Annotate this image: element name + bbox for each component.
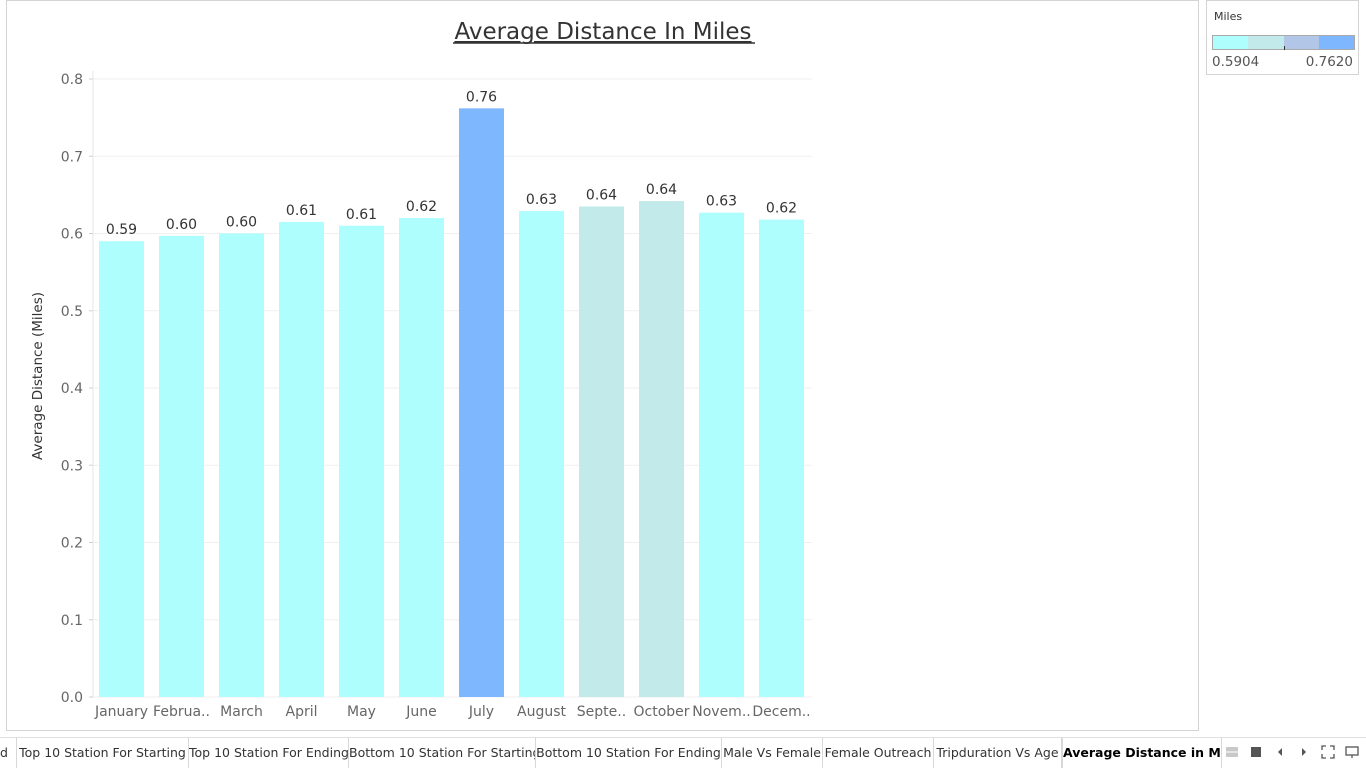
tab-dashboard[interactable]: d	[0, 738, 17, 768]
bar-chart: 0.59 0.60 0.60 0.61 0.61 0.62 0.76 0.63 0.64 0.64…	[30, 19, 812, 720]
y-tick-label: 0.2	[61, 536, 83, 552]
filmstrip-icon[interactable]	[1248, 744, 1264, 760]
y-tick-label: 0.6	[61, 227, 83, 243]
data-label: 0.59	[106, 222, 137, 238]
x-category-label: July	[468, 704, 494, 720]
data-label: 0.63	[526, 192, 557, 208]
data-label: 0.61	[346, 207, 377, 223]
prev-tab-icon[interactable]	[1272, 744, 1288, 760]
x-axis: January Februa.. March April May June July Augu…	[94, 704, 811, 720]
sheet-sorter-icon[interactable]	[1224, 744, 1240, 760]
tab-bottom10-starting[interactable]: Bottom 10 Station For Starting	[349, 738, 536, 768]
y-tick-label: 0.1	[61, 613, 83, 629]
y-tick-label: 0.0	[61, 690, 83, 706]
legend-max-label: 0.7620	[1305, 54, 1353, 70]
legend-title: Miles	[1214, 10, 1243, 23]
data-label: 0.60	[166, 217, 197, 233]
sheet-tab-bar: d Top 10 Station For Starting Top 10 Sta…	[0, 737, 1366, 768]
next-tab-icon[interactable]	[1296, 744, 1312, 760]
x-category-label: Septe..	[577, 704, 626, 720]
bar-may[interactable]	[339, 225, 384, 697]
x-category-label: January	[94, 704, 148, 720]
x-category-label: June	[405, 704, 437, 720]
bar-decem[interactable]	[759, 219, 804, 697]
chart-title: Average Distance In Miles	[454, 19, 751, 45]
x-category-label: August	[517, 704, 567, 720]
data-label: 0.62	[406, 199, 437, 215]
x-category-label: Novem..	[692, 704, 750, 720]
y-tick-label: 0.4	[61, 381, 83, 397]
bar-july[interactable]	[459, 108, 504, 698]
x-category-label: May	[347, 704, 376, 720]
data-label: 0.61	[286, 203, 317, 219]
tab-controls	[1224, 737, 1360, 767]
legend-ramp-step	[1248, 36, 1284, 49]
data-label: 0.60	[226, 215, 257, 231]
x-category-label: Decem..	[752, 704, 810, 720]
y-axis: 0.0 0.1 0.2 0.3 0.4 0.5 0.6 0.7 0.8	[61, 71, 94, 706]
bar-august[interactable]	[519, 211, 564, 697]
bar-septe[interactable]	[579, 206, 624, 697]
bar-march[interactable]	[219, 233, 264, 698]
legend-ramp-step	[1213, 36, 1249, 49]
bar-october[interactable]	[639, 201, 684, 697]
x-category-label: March	[220, 704, 263, 720]
y-tick-label: 0.7	[61, 149, 83, 165]
legend-ramp-step	[1318, 36, 1354, 49]
data-label: 0.63	[706, 194, 737, 210]
bar-februa[interactable]	[159, 235, 204, 697]
bar-june[interactable]	[399, 218, 444, 698]
bars	[99, 108, 804, 698]
bar-january[interactable]	[99, 241, 144, 697]
legend-min-label: 0.5904	[1212, 54, 1260, 70]
bar-april[interactable]	[279, 221, 324, 697]
y-tick-label: 0.5	[61, 304, 83, 320]
x-category-label: April	[286, 704, 318, 720]
gridlines	[93, 78, 812, 698]
data-label: 0.62	[766, 201, 797, 217]
bar-novem[interactable]	[699, 212, 744, 697]
legend-ramp-step	[1283, 36, 1319, 49]
data-label: 0.64	[646, 182, 677, 198]
tab-male-vs-female[interactable]: Male Vs Female	[722, 738, 823, 768]
viz-frame: 0.59 0.60 0.60 0.61 0.61 0.62 0.76 0.63 0.64 0.64…	[6, 0, 1199, 731]
data-label: 0.76	[466, 89, 497, 105]
x-category-label: Februa..	[153, 704, 210, 720]
tab-top10-ending[interactable]: Top 10 Station For Ending	[189, 738, 349, 768]
legend-color-ramp	[1212, 35, 1355, 50]
y-tick-label: 0.8	[61, 72, 83, 88]
data-labels: 0.59 0.60 0.60 0.61 0.61 0.62 0.76 0.63 0.64 0.64…	[106, 89, 797, 238]
tab-average-distance[interactable]: Average Distance in Miles	[1062, 738, 1222, 768]
tab-bottom10-ending[interactable]: Bottom 10 Station For Ending	[536, 738, 722, 768]
tab-female-outreach[interactable]: Female Outreach	[823, 738, 934, 768]
data-label: 0.64	[586, 187, 617, 203]
y-axis-title: Average Distance (Miles)	[30, 292, 46, 460]
presentation-icon[interactable]	[1344, 744, 1360, 760]
legend-marker	[1284, 46, 1285, 50]
tab-top10-starting[interactable]: Top 10 Station For Starting	[17, 738, 189, 768]
fullscreen-icon[interactable]	[1320, 744, 1336, 760]
tab-tripduration-vs-age[interactable]: Tripduration Vs Age	[934, 738, 1062, 768]
y-tick-label: 0.3	[61, 458, 83, 474]
x-category-label: October	[633, 704, 689, 720]
color-legend[interactable]: Miles 0.5904 0.7620	[1206, 0, 1359, 75]
